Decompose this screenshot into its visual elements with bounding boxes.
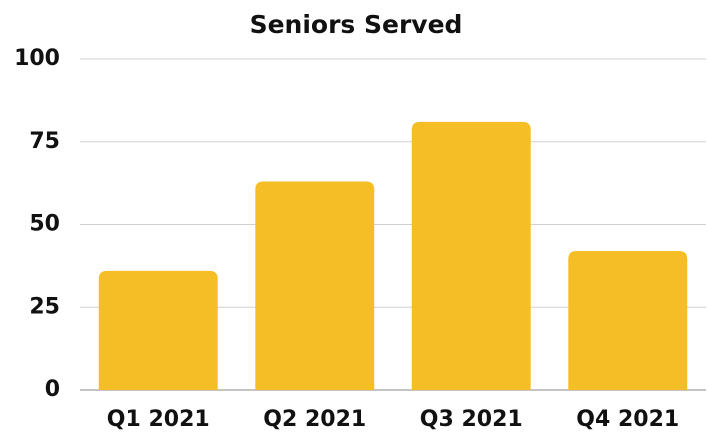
x-tick-label: Q1 2021 [107,407,210,432]
x-tick-label: Q3 2021 [420,407,523,432]
bar [411,121,531,390]
bar [98,270,218,390]
y-tick-label: 0 [45,377,60,402]
bar [568,250,688,390]
chart-title: Seniors Served [250,10,463,39]
y-tick-label: 25 [29,294,60,319]
bar [255,181,375,390]
x-tick-label: Q2 2021 [263,407,366,432]
y-tick-label: 50 [29,212,60,237]
x-tick-label: Q4 2021 [576,407,679,432]
y-tick-label: 75 [29,129,60,154]
y-tick-label: 100 [14,46,60,71]
